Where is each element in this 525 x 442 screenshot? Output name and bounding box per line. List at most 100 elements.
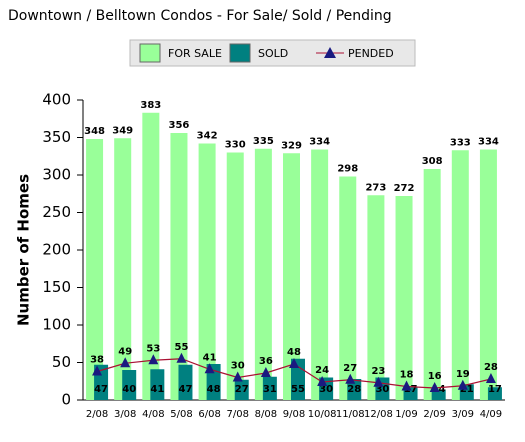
- bar: [395, 196, 413, 400]
- x-tick-label: 6/08: [198, 409, 220, 420]
- bar: [339, 176, 357, 400]
- value-label: 27: [343, 363, 357, 374]
- bar: [198, 143, 216, 400]
- value-label: 27: [235, 384, 249, 395]
- bar: [311, 149, 329, 400]
- value-label: 24: [315, 365, 329, 376]
- value-label: 18: [400, 370, 414, 381]
- value-label: 272: [394, 183, 415, 194]
- chart-title: Downtown / Belltown Condos - For Sale/ S…: [8, 8, 392, 24]
- value-label: 17: [488, 384, 502, 395]
- x-tick-label: 4/09: [480, 409, 502, 420]
- line-marker: [429, 382, 440, 392]
- value-label: 342: [197, 131, 218, 142]
- bar: [254, 148, 272, 400]
- line-marker: [148, 354, 159, 365]
- value-label: 333: [450, 137, 471, 148]
- value-label: 308: [422, 156, 443, 167]
- value-label: 36: [259, 356, 273, 367]
- value-label: 334: [478, 137, 499, 148]
- value-label: 23: [371, 366, 385, 377]
- line-marker: [92, 365, 103, 376]
- bar: [487, 387, 502, 400]
- value-label: 349: [112, 125, 133, 136]
- value-label: 298: [337, 164, 358, 175]
- legend-marker: [324, 47, 336, 58]
- x-tick-label: 4/08: [142, 409, 164, 420]
- value-label: 334: [309, 137, 330, 148]
- x-tick-label: 7/08: [226, 409, 248, 420]
- line-marker: [204, 363, 215, 374]
- bar: [226, 152, 244, 400]
- line-marker: [373, 376, 384, 387]
- line-marker: [176, 352, 187, 363]
- value-label: 28: [347, 384, 361, 395]
- y-tick-label: 300: [42, 166, 71, 184]
- value-label: 47: [179, 384, 193, 395]
- y-tick-label: 100: [42, 316, 71, 334]
- bar: [479, 149, 497, 400]
- value-label: 348: [84, 126, 105, 137]
- legend-swatch: [139, 43, 161, 63]
- value-label: 49: [118, 346, 132, 357]
- value-label: 273: [365, 182, 386, 193]
- legend-label: PENDED: [348, 47, 394, 60]
- x-tick-label: 3/09: [452, 409, 474, 420]
- x-tick-label: 11/08: [336, 409, 365, 420]
- bar: [262, 376, 277, 400]
- bar: [170, 133, 188, 400]
- value-label: 55: [175, 342, 189, 353]
- bar: [423, 169, 441, 400]
- bar: [86, 139, 104, 400]
- y-tick-label: 50: [52, 353, 71, 371]
- value-label: 16: [428, 371, 442, 382]
- value-label: 40: [122, 384, 136, 395]
- x-tick-label: 3/08: [114, 409, 136, 420]
- value-label: 28: [484, 362, 498, 373]
- value-label: 47: [94, 384, 108, 395]
- legend-label: FOR SALE: [168, 47, 222, 60]
- legend: [129, 39, 416, 67]
- value-label: 48: [287, 347, 301, 358]
- bar: [283, 153, 300, 400]
- value-label: 30: [375, 384, 389, 395]
- value-label: 30: [231, 361, 245, 372]
- y-tick-label: 200: [42, 241, 71, 259]
- x-tick-label: 2/08: [86, 409, 108, 420]
- line-marker: [401, 380, 412, 391]
- bar: [431, 389, 446, 400]
- line-marker: [317, 376, 328, 386]
- value-label: 41: [203, 352, 217, 363]
- line-marker: [289, 358, 299, 368]
- legend-swatch: [229, 43, 251, 63]
- bar: [122, 370, 137, 400]
- bar: [347, 379, 362, 400]
- value-label: 330: [225, 140, 246, 151]
- x-tick-label: 8/08: [255, 409, 277, 420]
- line-marker: [457, 379, 468, 390]
- x-tick-label: 5/08: [170, 409, 192, 420]
- value-label: 14: [432, 384, 446, 395]
- y-tick-label: 0: [61, 391, 71, 409]
- bar: [114, 138, 132, 400]
- value-label: 55: [291, 384, 305, 395]
- bar: [367, 195, 385, 400]
- line-marker: [260, 367, 271, 377]
- value-label: 38: [90, 355, 104, 366]
- bar: [142, 112, 160, 400]
- value-label: 329: [281, 140, 302, 151]
- line-marker: [345, 373, 356, 384]
- value-label: 19: [456, 369, 470, 380]
- value-label: 31: [263, 384, 277, 395]
- y-tick-label: 400: [42, 91, 71, 109]
- y-tick-label: 350: [42, 128, 71, 146]
- value-label: 41: [150, 384, 164, 395]
- y-tick-label: 250: [42, 203, 71, 221]
- y-axis-label: Number of Homes: [15, 174, 33, 326]
- y-tick-label: 150: [42, 278, 71, 296]
- value-label: 53: [146, 343, 160, 354]
- legend-label: SOLD: [258, 47, 288, 60]
- line-marker: [485, 373, 496, 383]
- line-marker: [232, 371, 243, 382]
